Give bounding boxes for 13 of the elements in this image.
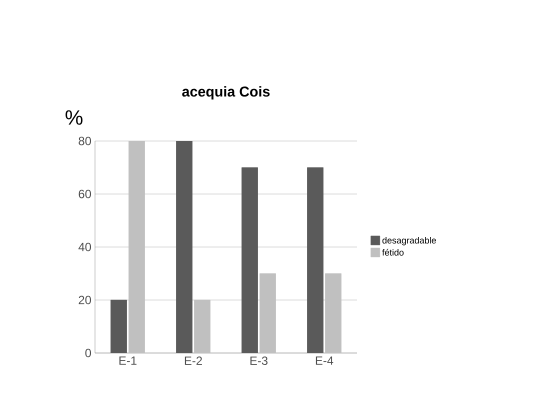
x-tick-label: E-4 (316, 356, 334, 365)
y-tick-label: 60 (78, 190, 92, 198)
x-tick-label: E-3 (250, 356, 268, 365)
y-tick-label: 20 (78, 296, 92, 304)
legend-label: desagradable (382, 236, 436, 246)
y-tick-label: 40 (78, 242, 92, 252)
chart-title: acequia Cois (182, 86, 270, 100)
y-axis-title: % (66, 110, 82, 125)
y-tick-label: 0 (85, 348, 92, 358)
x-tick-label: E-2 (184, 356, 202, 365)
x-tick-label: E-1 (119, 356, 136, 365)
legend-label: fétido (382, 248, 404, 256)
y-tick-label: 80 (78, 136, 92, 146)
